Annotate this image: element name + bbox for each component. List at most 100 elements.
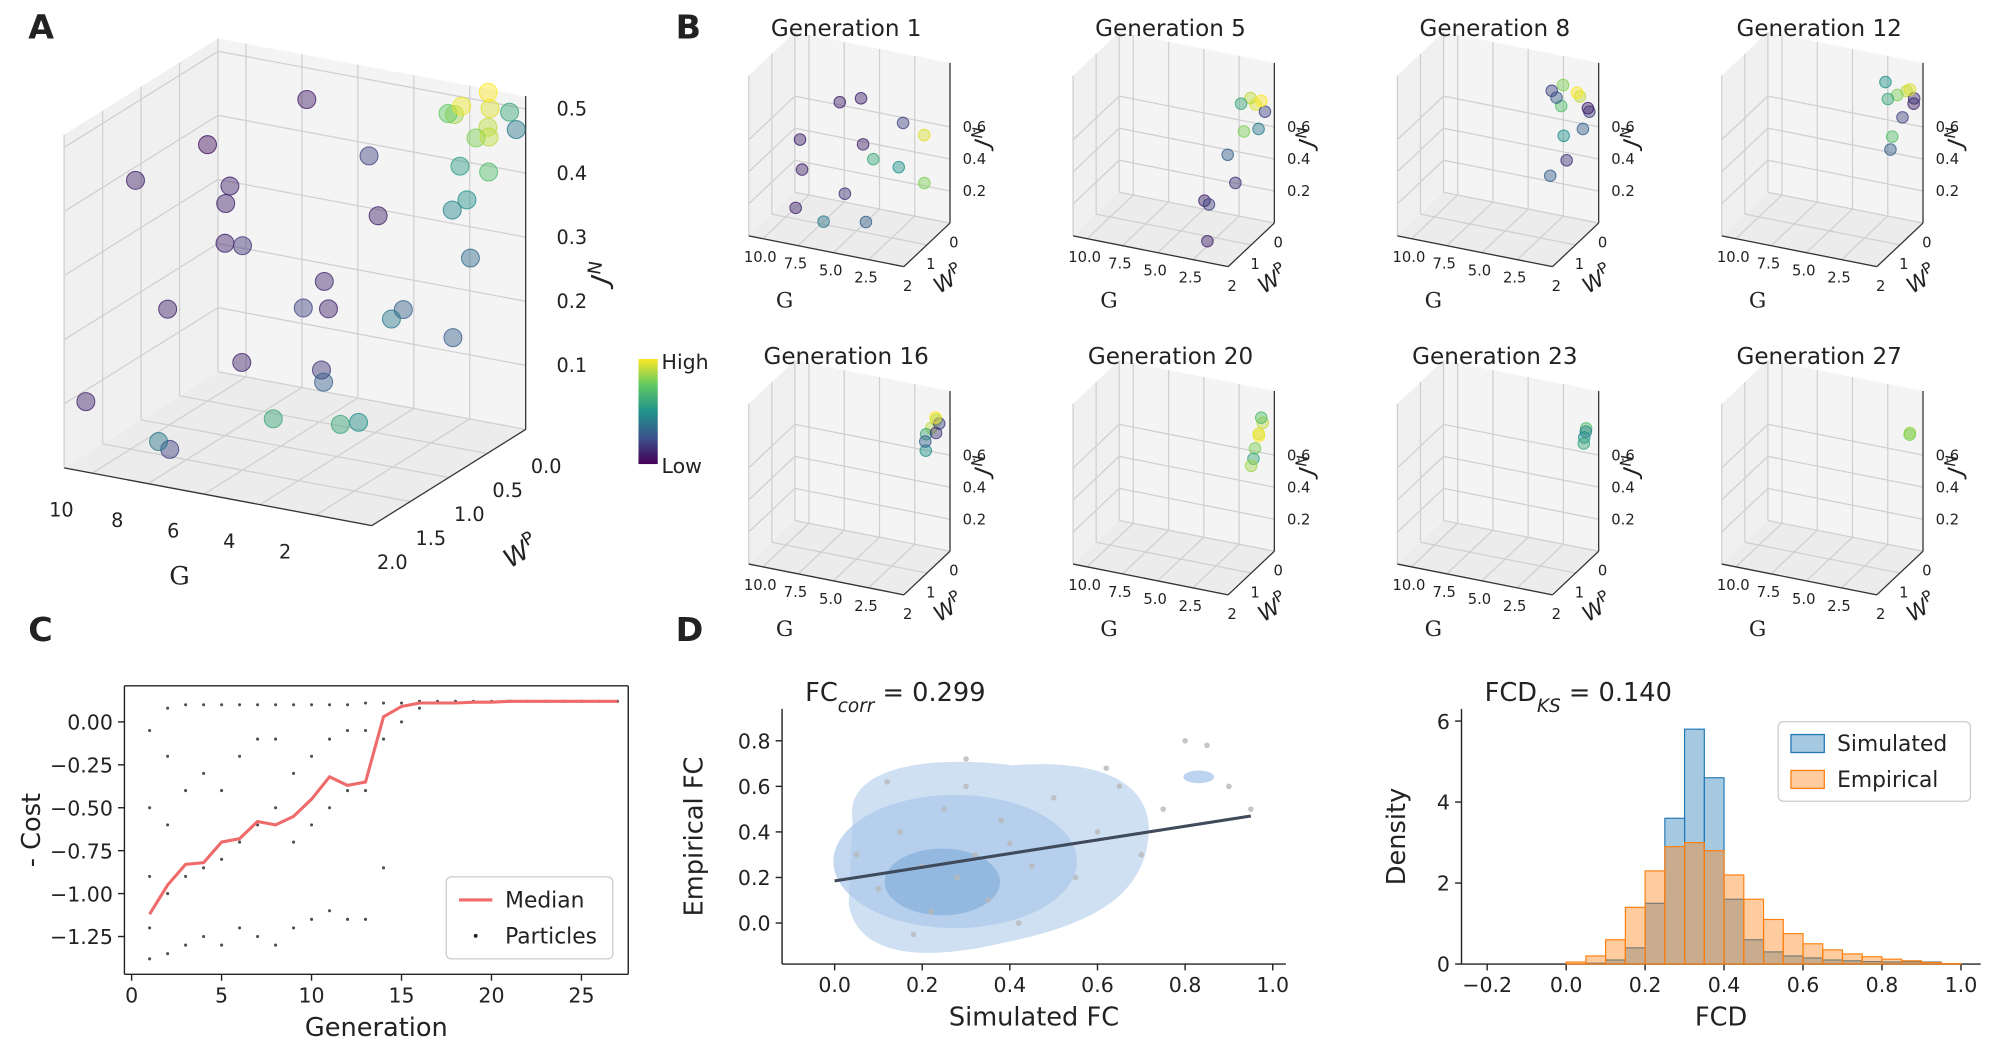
y-tick-label: 0: [1598, 234, 1607, 251]
grid-line: [1767, 519, 1924, 552]
x-tick-label: 10.0: [744, 577, 777, 594]
x-tick-label: 5.0: [1468, 263, 1491, 280]
legend-box: [445, 876, 614, 960]
x-tick-label: 7.5: [1108, 256, 1131, 273]
point: [443, 328, 463, 348]
point: [274, 737, 278, 741]
legend-label: Empirical: [1837, 768, 1938, 793]
grid-line: [1721, 487, 1769, 533]
y-tick-label: 1: [1575, 584, 1584, 601]
point: [274, 703, 278, 707]
point: [202, 771, 206, 775]
x-tick-label: −0.2: [1462, 973, 1512, 997]
point: [479, 162, 499, 182]
grid-line: [1443, 423, 1599, 456]
axes-3d: 10.0 7.5 5.0 2.5 012 0.2 0.4 0.6 G: [744, 32, 986, 314]
x-axis-label: G: [1749, 289, 1766, 314]
grid-line: [1096, 213, 1252, 246]
point: [896, 116, 910, 130]
y-tick-label: 1: [926, 256, 935, 273]
point: [884, 778, 891, 785]
y-tick-label: 0.5: [492, 479, 523, 502]
point: [359, 146, 379, 166]
x-tick-label: 7.5: [1108, 584, 1131, 601]
point: [215, 233, 235, 253]
z-tick-label: 0.2: [1936, 511, 1959, 528]
grid-line: [1744, 541, 1901, 574]
panel-label: A: [28, 7, 54, 46]
x-tick-label: 5.0: [1792, 263, 1815, 280]
z-tick-label: 0.4: [1611, 479, 1634, 496]
point: [853, 851, 860, 858]
point: [363, 701, 368, 705]
point: [1226, 783, 1232, 790]
grid-line: [1744, 213, 1901, 246]
grid-line: [1420, 541, 1576, 574]
point: [1885, 130, 1899, 143]
grid-line: [1767, 423, 1924, 456]
legend-box: [1777, 721, 1972, 802]
point: [381, 866, 386, 870]
histogram-bar: [1565, 961, 1587, 965]
grid-line: [1443, 455, 1599, 488]
pane-back: [218, 38, 526, 430]
x-tick-label: 0.8: [1866, 973, 1899, 997]
y-tick-label: 6: [1437, 710, 1450, 734]
grid-line: [1721, 159, 1769, 205]
y-tick-label: 0.4: [738, 821, 771, 845]
z-tick-label: 0.2: [557, 290, 588, 313]
label-sup: N: [1292, 454, 1312, 468]
label-sup: N: [584, 259, 607, 276]
point: [795, 163, 809, 176]
colorbar: [638, 358, 658, 465]
grid-line: [63, 50, 219, 148]
grid-line: [794, 159, 951, 192]
z-tick-label: 0.4: [557, 162, 588, 185]
point: [833, 95, 847, 109]
point: [1182, 737, 1188, 744]
y-tick-label: 1: [1899, 256, 1908, 273]
point: [963, 756, 969, 762]
point: [1229, 176, 1242, 190]
point: [1007, 840, 1013, 847]
x-axis-label: Generation: [305, 1013, 448, 1043]
grid-line: [794, 519, 951, 552]
point: [297, 90, 317, 109]
histogram-bar: [1920, 961, 1942, 965]
grid-line: [748, 455, 796, 501]
z-axis-label: JN: [1939, 454, 1971, 481]
point: [166, 892, 170, 896]
axis-line: [64, 467, 372, 527]
x-axis-label: G: [169, 562, 189, 592]
axis-line: [1876, 550, 1924, 596]
point: [381, 737, 386, 741]
axis-line: [1397, 563, 1553, 596]
point: [1879, 75, 1892, 89]
point: [148, 874, 152, 878]
grid-line: [771, 541, 928, 574]
point: [1248, 806, 1254, 812]
y-tick-label: 1: [1575, 256, 1584, 273]
z-tick-label: 0.6: [963, 119, 986, 136]
grid-line: [1072, 159, 1120, 205]
point: [346, 728, 350, 733]
point: [292, 771, 296, 775]
point: [166, 754, 170, 758]
z-tick-label: 0.5: [557, 98, 588, 121]
grid-line: [748, 423, 796, 469]
z-axis-label: JN: [1615, 126, 1647, 153]
point: [292, 926, 296, 930]
point: [1028, 863, 1035, 869]
z-axis-label: JN: [966, 454, 998, 481]
point: [918, 176, 931, 190]
point: [1550, 91, 1563, 104]
point: [450, 156, 470, 176]
point: [184, 874, 188, 878]
axis-line: [1227, 550, 1275, 596]
histogram-bar: [1703, 850, 1725, 965]
point: [328, 806, 332, 810]
panel-label: B: [676, 7, 701, 46]
point: [349, 412, 369, 432]
histogram-bar: [1822, 949, 1844, 965]
grid-line: [1767, 487, 1924, 520]
